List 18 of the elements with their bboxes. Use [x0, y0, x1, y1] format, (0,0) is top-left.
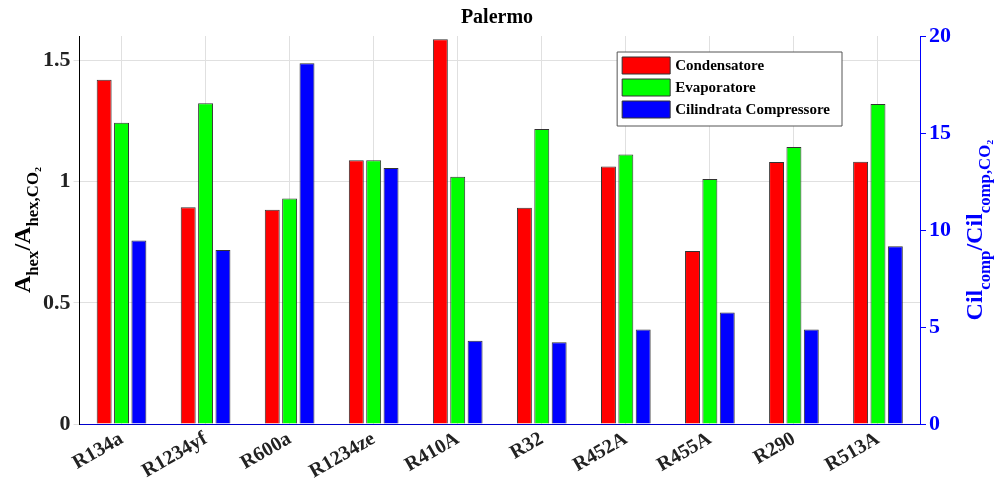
x-tick-label: R600a: [236, 426, 295, 473]
y2-axis-title: Cilcomp/Cilcomp,CO₂: [961, 139, 994, 321]
y-tick-label: 0.5: [43, 288, 71, 314]
y2-tick-label: 0: [929, 409, 940, 435]
legend-label: Evaporatore: [675, 78, 757, 95]
y-tick-label: 0: [59, 409, 71, 435]
y-tick-label: 1: [59, 167, 71, 193]
legend-label: Condensatore: [675, 56, 765, 73]
y2-tick-label: 20: [929, 21, 951, 47]
x-tick-label: R32: [505, 426, 547, 463]
x-tick-label: R290: [749, 426, 799, 468]
y2-tick-label: 15: [929, 118, 951, 144]
y-tick-label: 1.5: [43, 45, 71, 71]
legend-label: Cilindrata Compressore: [675, 100, 831, 117]
y-axis-title: Ahex/Ahex,CO₂: [9, 167, 42, 294]
y2-tick-label: 10: [929, 215, 951, 241]
chart-title: Palermo: [460, 5, 534, 28]
y2-tick-label: 5: [929, 312, 940, 338]
